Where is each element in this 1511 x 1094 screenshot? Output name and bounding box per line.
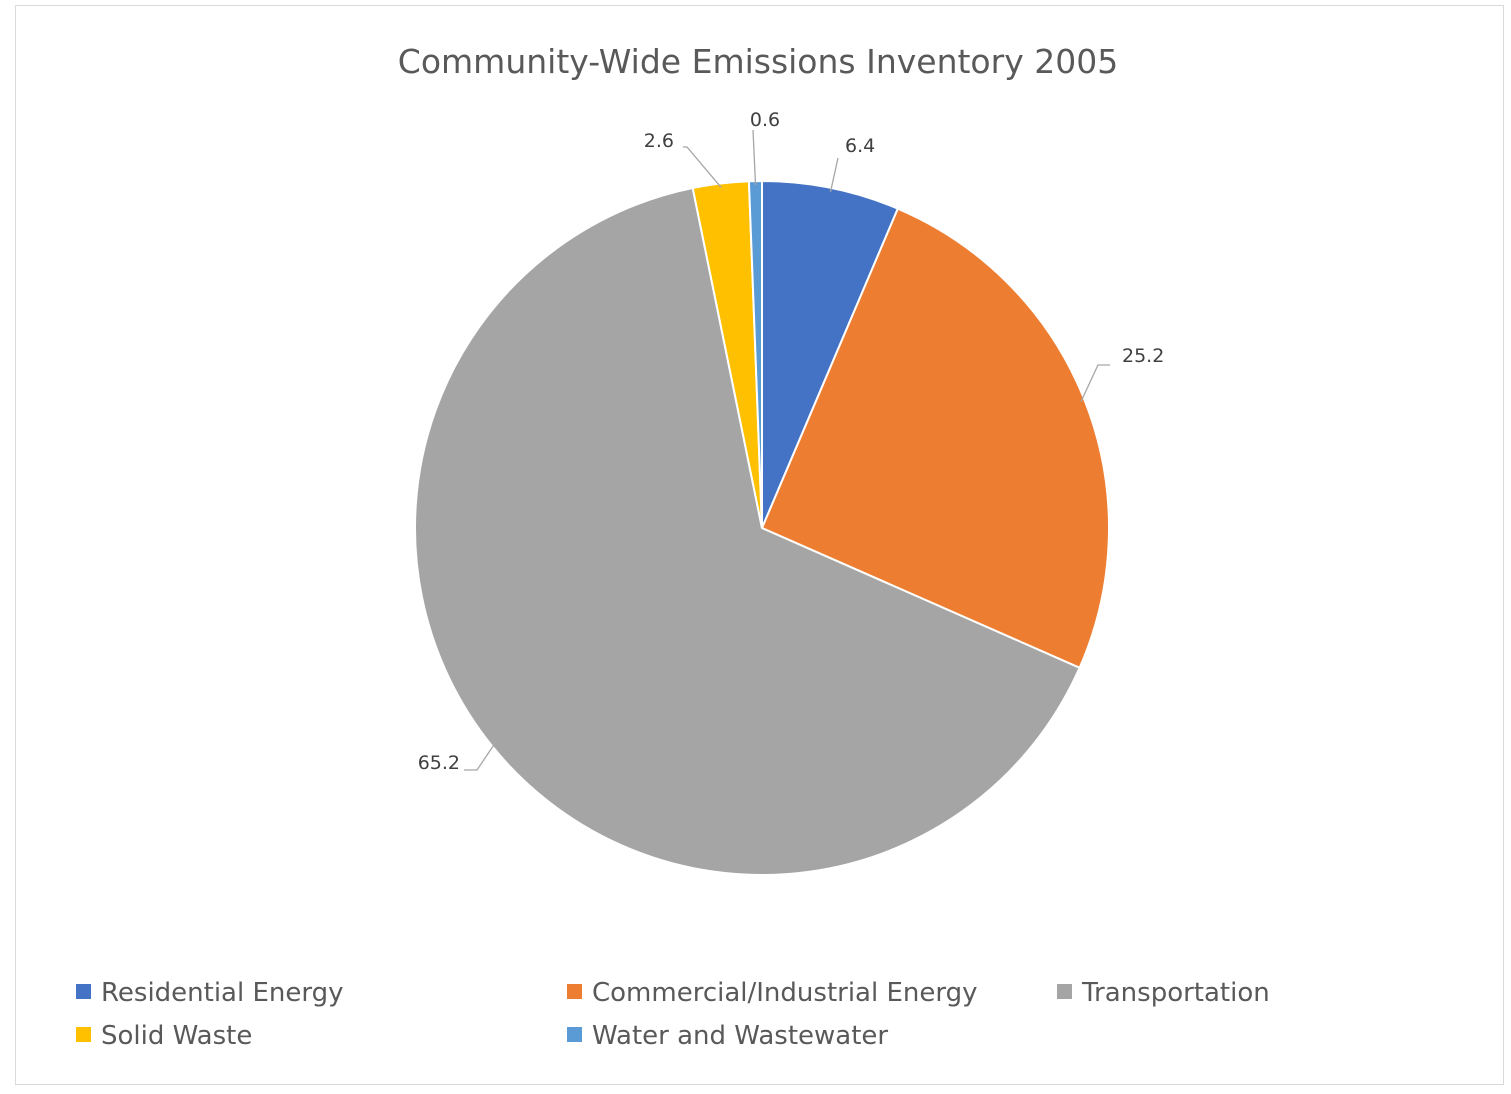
- legend-item-water-and-wastewater: Water and Wastewater: [567, 1021, 888, 1051]
- leader-lines: [464, 129, 1110, 771]
- data-label-transportation: 65.2: [418, 752, 460, 774]
- legend-item-solid-waste: Solid Waste: [76, 1021, 252, 1051]
- pie-slices: [414, 179, 1110, 876]
- data-label-commercial-industrial-energy: 25.2: [1122, 345, 1164, 367]
- pie-slice-transportation: [414, 186, 1081, 876]
- data-label-water-and-wastewater: 0.6: [750, 109, 780, 131]
- leader-line-solid-waste: [683, 146, 722, 188]
- leader-line-commercial-industrial-energy: [1080, 364, 1110, 403]
- legend-label-solid-waste: Solid Waste: [101, 1021, 252, 1051]
- legend-swatch-commercial-industrial-energy: [567, 984, 582, 999]
- legend-item-residential-energy: Residential Energy: [76, 978, 344, 1008]
- legend-swatch-transportation: [1057, 984, 1072, 999]
- legend-swatch-water-and-wastewater: [567, 1027, 582, 1042]
- legend-label-water-and-wastewater: Water and Wastewater: [592, 1021, 888, 1051]
- pie-slice-commercial-industrial-energy: [760, 207, 1110, 670]
- data-label-residential-energy: 6.4: [845, 135, 875, 157]
- leader-line-water-and-wastewater: [752, 129, 757, 186]
- legend: Residential Energy Commercial/Industrial …: [76, 978, 1270, 1051]
- leader-line-transportation: [464, 742, 496, 771]
- legend-item-commercial-industrial-energy: Commercial/Industrial Energy: [567, 978, 978, 1008]
- legend-label-commercial-industrial-energy: Commercial/Industrial Energy: [592, 978, 978, 1008]
- legend-swatch-residential-energy: [76, 984, 91, 999]
- legend-swatch-solid-waste: [76, 1027, 91, 1042]
- chart-title: Community-Wide Emissions Inventory 2005: [398, 42, 1118, 81]
- leader-line-residential-energy: [829, 157, 839, 193]
- data-labels: 6.4 25.2 65.2 2.6 0.6: [418, 109, 1165, 774]
- data-label-solid-waste: 2.6: [644, 130, 674, 152]
- legend-label-transportation: Transportation: [1081, 978, 1270, 1008]
- legend-label-residential-energy: Residential Energy: [101, 978, 344, 1008]
- legend-item-transportation: Transportation: [1057, 978, 1270, 1008]
